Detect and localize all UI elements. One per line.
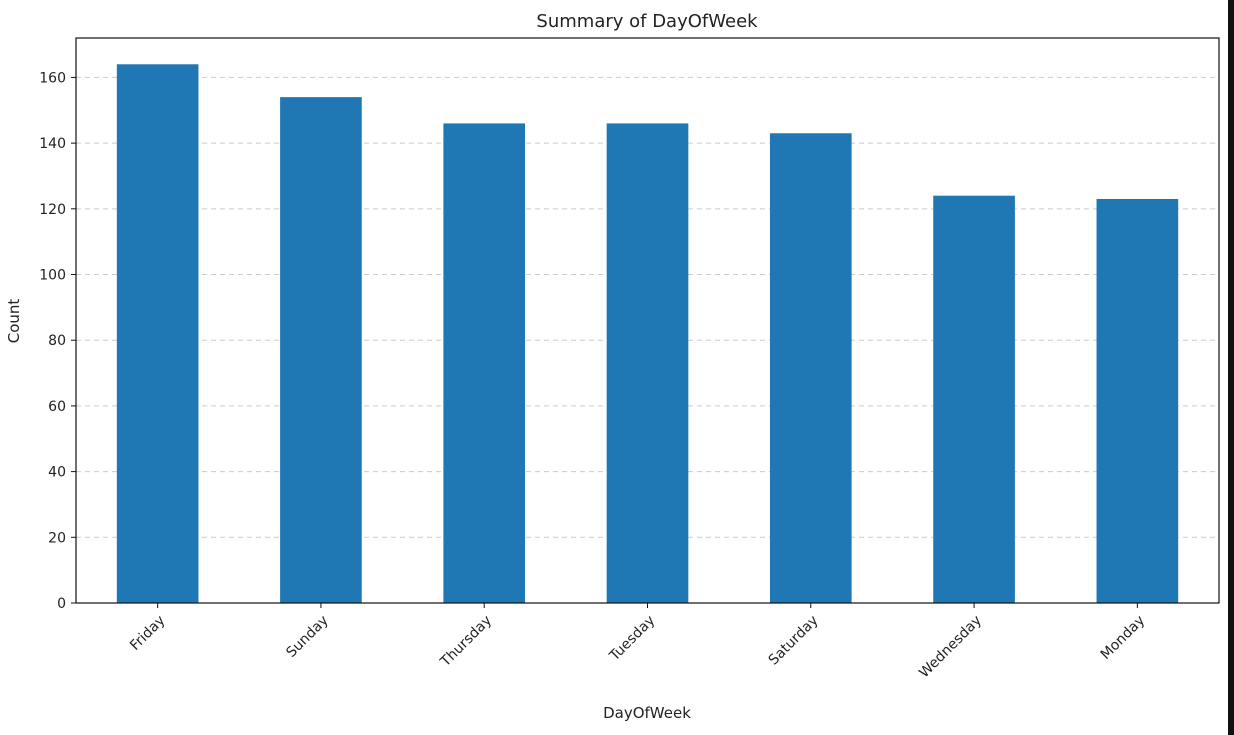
y-tick-label: 140 [39,136,66,152]
x-axis-ticks: Friday Sunday Thursday Tuesday Saturday Wedne… [127,603,1148,681]
x-tick-label-friday: Friday [127,613,168,654]
window-edge [1228,0,1234,735]
y-tick-label: 0 [57,596,66,612]
y-tick-label: 160 [39,70,66,86]
bar-saturday [769,133,852,603]
bar-tuesday [606,123,689,603]
y-tick-label: 100 [39,268,66,284]
y-tick-label: 120 [39,202,66,218]
x-tick-label-thursday: Thursday [437,613,495,671]
x-tick-label-monday: Monday [1098,613,1148,663]
x-tick-label-tuesday: Tuesday [606,613,658,665]
x-tick-label-wednesday: Wednesday [916,613,985,682]
y-tick-label: 40 [48,465,66,481]
bar-thursday [443,123,526,603]
bars [116,64,1179,604]
y-tick-label: 80 [48,333,66,349]
y-tick-label: 60 [48,399,66,415]
y-axis-title: Count [5,299,23,344]
bar-wednesday [933,195,1015,603]
x-tick-label-sunday: Sunday [283,613,331,661]
x-axis-title: DayOfWeek [603,704,691,722]
x-tick-label-saturday: Saturday [766,613,822,669]
y-tick-label: 20 [48,530,66,546]
bar-sunday [280,97,362,604]
chart-title: Summary of DayOfWeek [536,11,758,32]
bar-friday [116,64,199,604]
bar-monday [1096,198,1179,604]
y-axis-ticks: 0 20 40 60 80 100 120 140 160 [39,70,76,612]
